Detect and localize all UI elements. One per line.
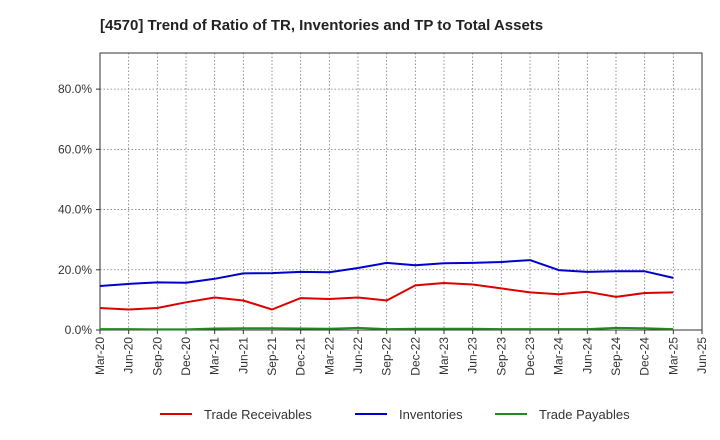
chart-title: [4570] Trend of Ratio of TR, Inventories…: [100, 17, 543, 34]
y-tick-label: 80.0%: [58, 82, 92, 96]
grid: [100, 53, 702, 330]
x-tick-label: Dec-21: [294, 337, 308, 376]
x-tick-label: Dec-20: [179, 337, 193, 376]
x-tick-label: Mar-25: [666, 337, 680, 375]
x-tick-label: Jun-23: [466, 337, 480, 374]
series-line-trade-payables: [100, 326, 674, 331]
y-tick-label: 40.0%: [58, 203, 92, 217]
x-tick-label: Mar-22: [322, 337, 336, 375]
x-tick-label: Dec-22: [408, 337, 422, 376]
legend-label-inventories: Inventories: [399, 407, 463, 422]
y-tick-label: 0.0%: [65, 323, 93, 337]
y-tick-label: 60.0%: [58, 142, 92, 156]
x-tick-label: Mar-23: [437, 337, 451, 375]
legend-label-trade-receivables: Trade Receivables: [204, 407, 312, 422]
x-tick-label: Sep-23: [494, 337, 508, 376]
series-group: [99, 259, 674, 331]
y-tick-label: 20.0%: [58, 263, 92, 277]
x-tick-label: Jun-21: [236, 337, 250, 374]
series-line-trade-receivables: [99, 282, 674, 311]
x-tick-label: Sep-20: [150, 337, 164, 376]
legend: Trade Receivables Inventories Trade Payabl…: [160, 407, 630, 422]
y-axis: 0.0% 20.0% 40.0% 60.0% 80.0%: [58, 82, 100, 337]
x-tick-label: Jun-20: [122, 337, 136, 374]
x-tick-label: Mar-21: [208, 337, 222, 375]
plot-area: [99, 52, 703, 331]
x-tick-label: Sep-24: [609, 337, 623, 376]
x-tick-label: Sep-22: [380, 337, 394, 376]
legend-label-trade-payables: Trade Payables: [539, 407, 630, 422]
x-tick-label: Mar-24: [552, 337, 566, 375]
x-tick-label: Mar-20: [93, 337, 107, 375]
x-tick-label: Jun-22: [351, 337, 365, 374]
x-tick-label: Dec-24: [638, 337, 652, 376]
x-tick-label: Jun-24: [580, 337, 594, 374]
series-line-inventories: [99, 259, 674, 287]
x-axis: Mar-20 Jun-20 Sep-20 Dec-20 Mar-21 Jun-21 Sep-…: [93, 330, 709, 376]
x-tick-label: Jun-25: [695, 337, 709, 374]
x-tick-label: Sep-21: [265, 337, 279, 376]
x-tick-label: Dec-23: [523, 337, 537, 376]
